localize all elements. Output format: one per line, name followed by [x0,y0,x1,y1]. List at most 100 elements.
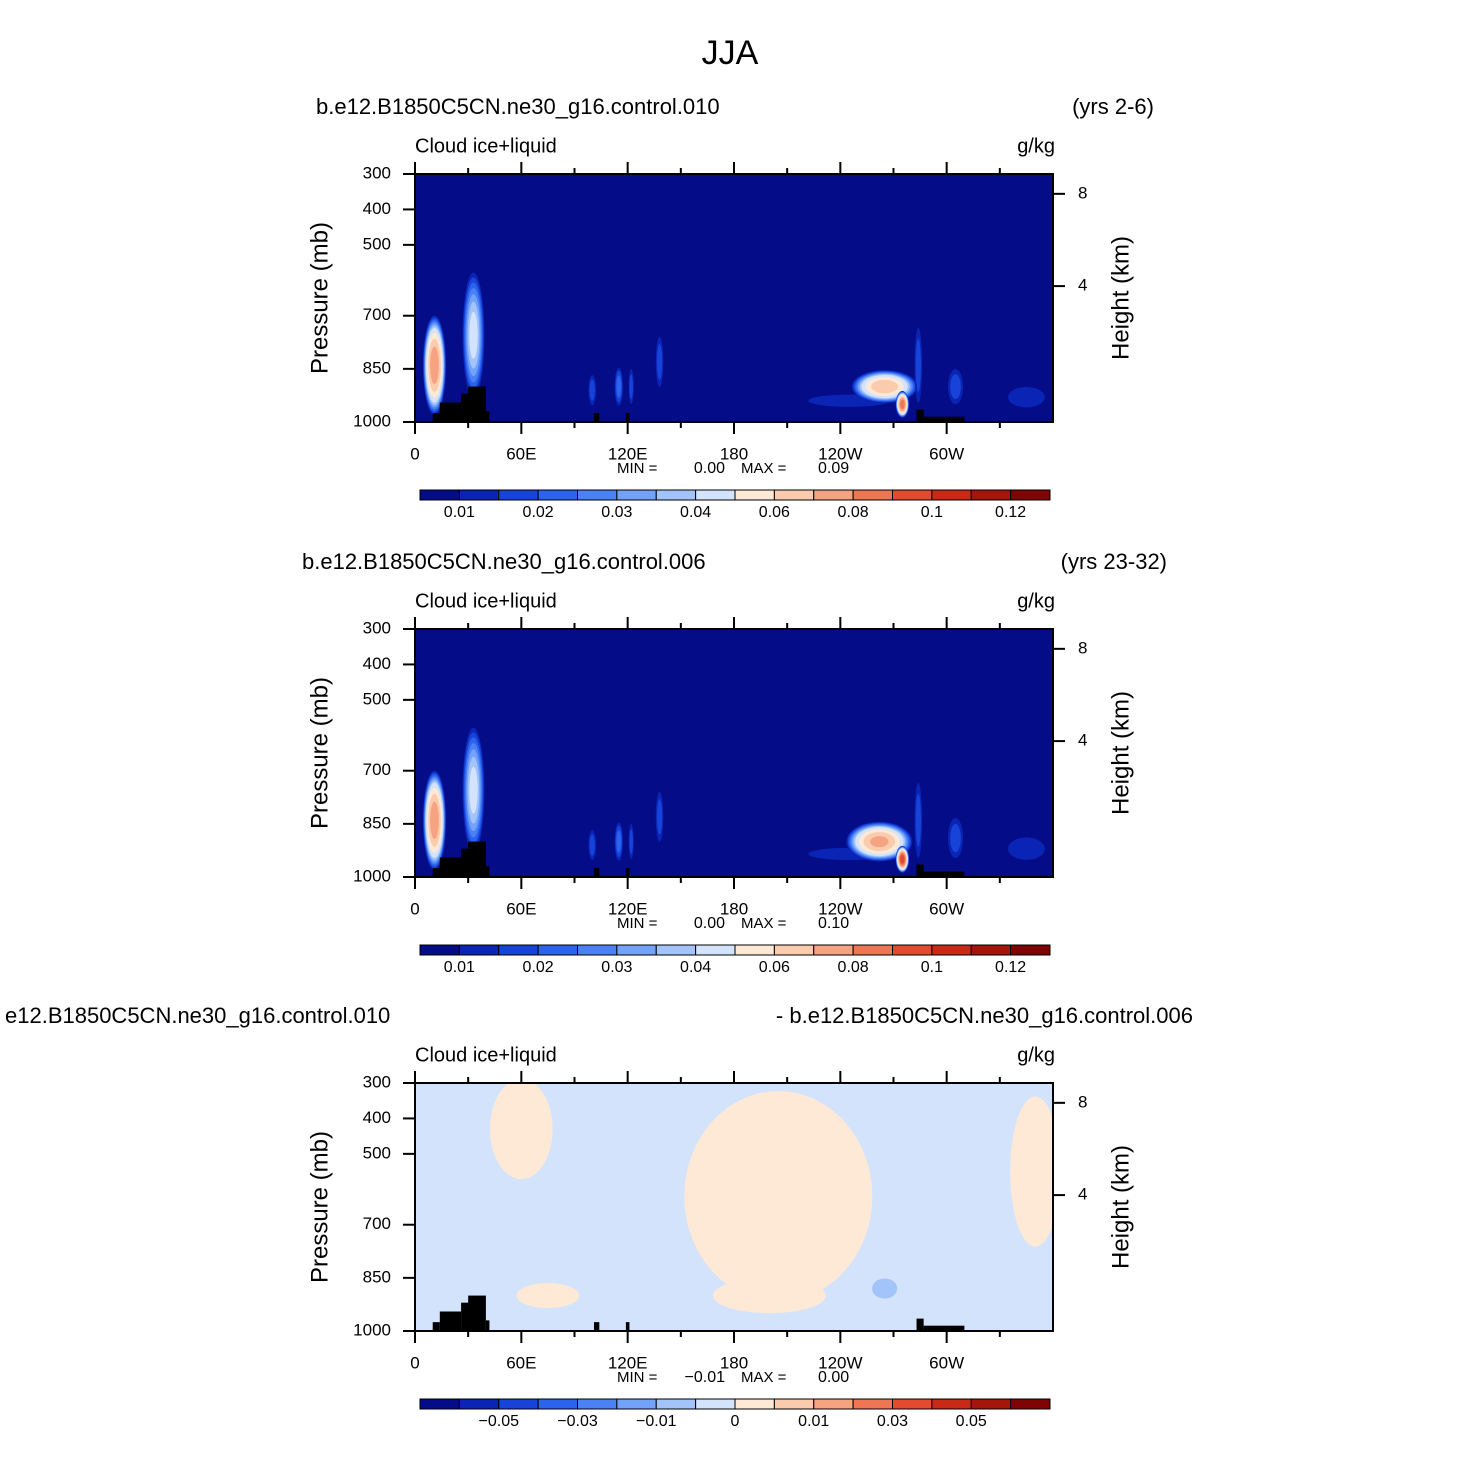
y2-axis-label: Height (km) [1107,236,1134,360]
colorbar-label: 0.02 [523,959,554,976]
max-value: 0.00 [818,1369,849,1386]
colorbar-box [537,1398,578,1410]
contour-band [516,1283,580,1309]
y-axis-label: Pressure (mb) [306,677,333,829]
y2-axis-label: Height (km) [1107,691,1134,815]
panel-left-title: e12.B1850C5CN.ne30_g16.control.010 [5,1003,390,1028]
topography [439,857,462,877]
colorbar-box [1010,944,1051,956]
contour-band [1007,837,1045,860]
contour-band [872,1278,898,1299]
colorbar-box [577,489,618,501]
y-tick-label: 1000 [353,411,391,430]
topography [593,1322,600,1331]
colorbar-box [970,944,1012,956]
x-tick-label: 0 [410,444,419,463]
colorbar-box [655,944,697,956]
colorbar-label: 0.1 [921,959,943,976]
contour-band [629,374,633,399]
colorbar-box [773,1398,815,1410]
x-tick-label: 120E [608,899,648,918]
colorbar-box [616,944,657,956]
topography [923,1325,965,1331]
colorbar-box [892,944,933,956]
x-tick-label: 120W [818,1353,862,1372]
colorbar-label: 0.01 [444,959,475,976]
contour-band [629,829,633,854]
contour-band [870,836,889,848]
colorbar-label: 0 [731,1413,740,1430]
colorbar-box [931,489,972,501]
contour-band [490,1083,553,1180]
topography [485,866,490,877]
colorbar-box [616,489,657,501]
colorbar-label: −0.01 [636,1413,677,1430]
min-label: MIN = [617,1369,658,1386]
y-tick-label: 500 [363,1143,391,1162]
colorbar-box [1010,1398,1051,1410]
y-tick-label: 500 [363,234,391,253]
colorbar-box [577,944,618,956]
topography [593,413,600,422]
colorbar-box [419,1398,460,1410]
contour-band [616,830,622,853]
colorbar-label: 0.06 [759,959,790,976]
units-label: g/kg [1017,135,1055,157]
y2-tick-label: 4 [1078,1185,1087,1204]
y2-tick-label: 4 [1078,276,1087,295]
topography [916,864,924,877]
contour-band [589,379,595,401]
y2-tick-label: 8 [1078,183,1087,202]
max-label: MAX = [741,460,787,477]
colorbar-box [655,1398,697,1410]
topography [439,1311,462,1331]
min-value: −0.01 [685,1369,726,1386]
colorbar-label: −0.05 [479,1413,520,1430]
x-tick-label: 60E [506,1353,536,1372]
contour-band [656,344,663,380]
topography [432,868,440,877]
contour-band [469,766,478,814]
colorbar-box [419,489,460,501]
contour-band [656,799,663,835]
contour-band [430,346,439,385]
panel-right-title: (yrs 2-6) [1072,94,1154,119]
contour-band [430,801,439,840]
x-tick-label: 0 [410,899,419,918]
colorbar-box [498,1398,539,1410]
colorbar-label: 0.03 [877,1413,908,1430]
y-tick-label: 700 [363,760,391,779]
min-value: 0.00 [694,460,725,477]
colorbar-box [458,489,500,501]
max-value: 0.10 [818,915,849,932]
colorbar-label: 0.12 [995,504,1026,521]
colorbar-box [419,944,460,956]
colorbar-box [695,1398,736,1410]
units-label: g/kg [1017,1044,1055,1066]
colorbar-box [734,1398,775,1410]
x-tick-label: 120E [608,444,648,463]
topography [485,411,490,422]
colorbar-box [616,1398,657,1410]
colorbar-box [734,489,775,501]
units-label: g/kg [1017,590,1055,612]
x-tick-label: 0 [410,1353,419,1372]
topography [916,409,924,422]
colorbar-box [970,1398,1012,1410]
colorbar-box [813,1398,854,1410]
y-tick-label: 300 [363,1072,391,1091]
topography [468,841,486,877]
colorbar-box [852,1398,893,1410]
colorbar-box [695,944,736,956]
topography [625,1322,630,1331]
field [415,1083,1053,1331]
y-tick-label: 400 [363,654,391,673]
panel-right-title: (yrs 23-32) [1061,549,1167,574]
contour-band [915,793,921,847]
topography [593,868,600,877]
topography [468,386,486,422]
y-tick-label: 850 [363,358,391,377]
colorbar-box [1010,489,1051,501]
contour-band [713,1278,826,1314]
contour-band [469,311,478,359]
